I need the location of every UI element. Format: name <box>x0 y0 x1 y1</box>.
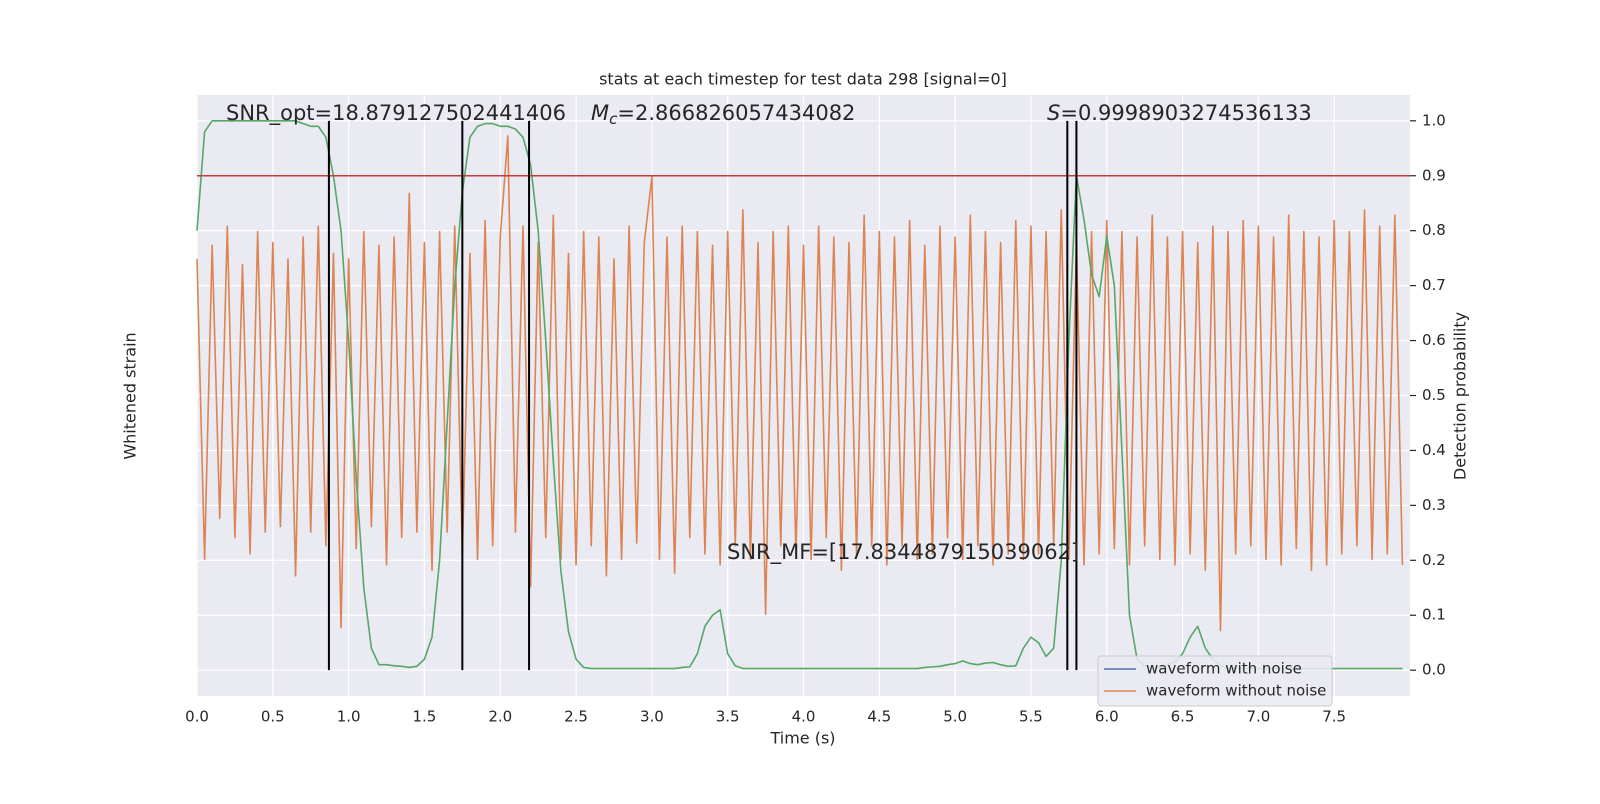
x-tick-label: 3.5 <box>716 708 740 726</box>
x-tick-label: 0.5 <box>261 708 285 726</box>
y2-tick-label: 0.6 <box>1422 331 1446 349</box>
legend-label: waveform without noise <box>1146 682 1326 700</box>
legend: waveform with noise waveform without nois… <box>1097 655 1333 707</box>
x-tick-label: 6.0 <box>1095 708 1119 726</box>
chart-title: stats at each timestep for test data 298… <box>599 70 1007 89</box>
x-tick-label: 0.0 <box>185 708 209 726</box>
x-tick-label: 4.5 <box>867 708 891 726</box>
annotation-text: =0.9998903274536133 <box>1060 101 1311 125</box>
x-tick-label: 4.0 <box>792 708 816 726</box>
y2-tick-label: 0.2 <box>1422 551 1446 569</box>
y2-tick-label: 0.4 <box>1422 441 1446 459</box>
annotation: SNR_opt=18.879127502441406 <box>226 101 566 126</box>
y2-tick-label: 0.9 <box>1422 166 1446 184</box>
legend-label: waveform with noise <box>1146 660 1302 678</box>
y2-tick-label: 0.1 <box>1422 606 1446 624</box>
y2-tick-label: 0.5 <box>1422 386 1446 404</box>
x-tick-label: 3.0 <box>640 708 664 726</box>
axes: 0.0 0.5 1.0 1.5 2.0 2.5 3.0 3.5 4.0 4.5 5.0 5.5 6.0 6… <box>185 101 1446 726</box>
y2-tick-label: 0.3 <box>1422 496 1446 514</box>
annotation-text: =2.866826057434082 <box>617 101 855 125</box>
series-line <box>196 135 1404 632</box>
y2-tick-label: 0.0 <box>1422 661 1446 679</box>
y-axis-label: Whitened strain <box>121 332 140 459</box>
x-tick-label: 2.5 <box>564 708 588 726</box>
annotation-text: SNR_MF=[17.834487915039062] <box>727 540 1079 565</box>
y2-tick-label: 0.8 <box>1422 221 1446 239</box>
x-axis-label: Time (s) <box>769 729 835 748</box>
y2-tick-label: 1.0 <box>1422 111 1446 129</box>
x-tick-label: 6.5 <box>1171 708 1195 726</box>
x-tick-label: 1.0 <box>337 708 361 726</box>
x-tick-label: 7.0 <box>1246 708 1270 726</box>
legend-box <box>1097 655 1333 707</box>
annotation: S=0.9998903274536133 <box>1047 101 1312 125</box>
x-tick-label: 7.5 <box>1322 708 1346 726</box>
annotation-text: SNR_opt=18.879127502441406 <box>226 101 566 126</box>
annotation: SNR_MF=[17.834487915039062] <box>727 540 1079 565</box>
annotation-symbol: S <box>1047 101 1060 125</box>
annotation-subscript: c <box>609 110 618 128</box>
x-tick-label: 5.0 <box>943 708 967 726</box>
y2-axis-label: Detection probability <box>1451 312 1470 480</box>
x-tick-label: 1.5 <box>413 708 437 726</box>
y2-tick-label: 0.7 <box>1422 276 1446 294</box>
x-tick-label: 2.0 <box>488 708 512 726</box>
annotation: Mc=2.866826057434082 <box>591 101 855 128</box>
x-tick-label: 5.5 <box>1019 708 1043 726</box>
marks <box>196 120 1410 671</box>
annotation-symbol: M <box>591 101 609 125</box>
series-line <box>196 120 1403 670</box>
